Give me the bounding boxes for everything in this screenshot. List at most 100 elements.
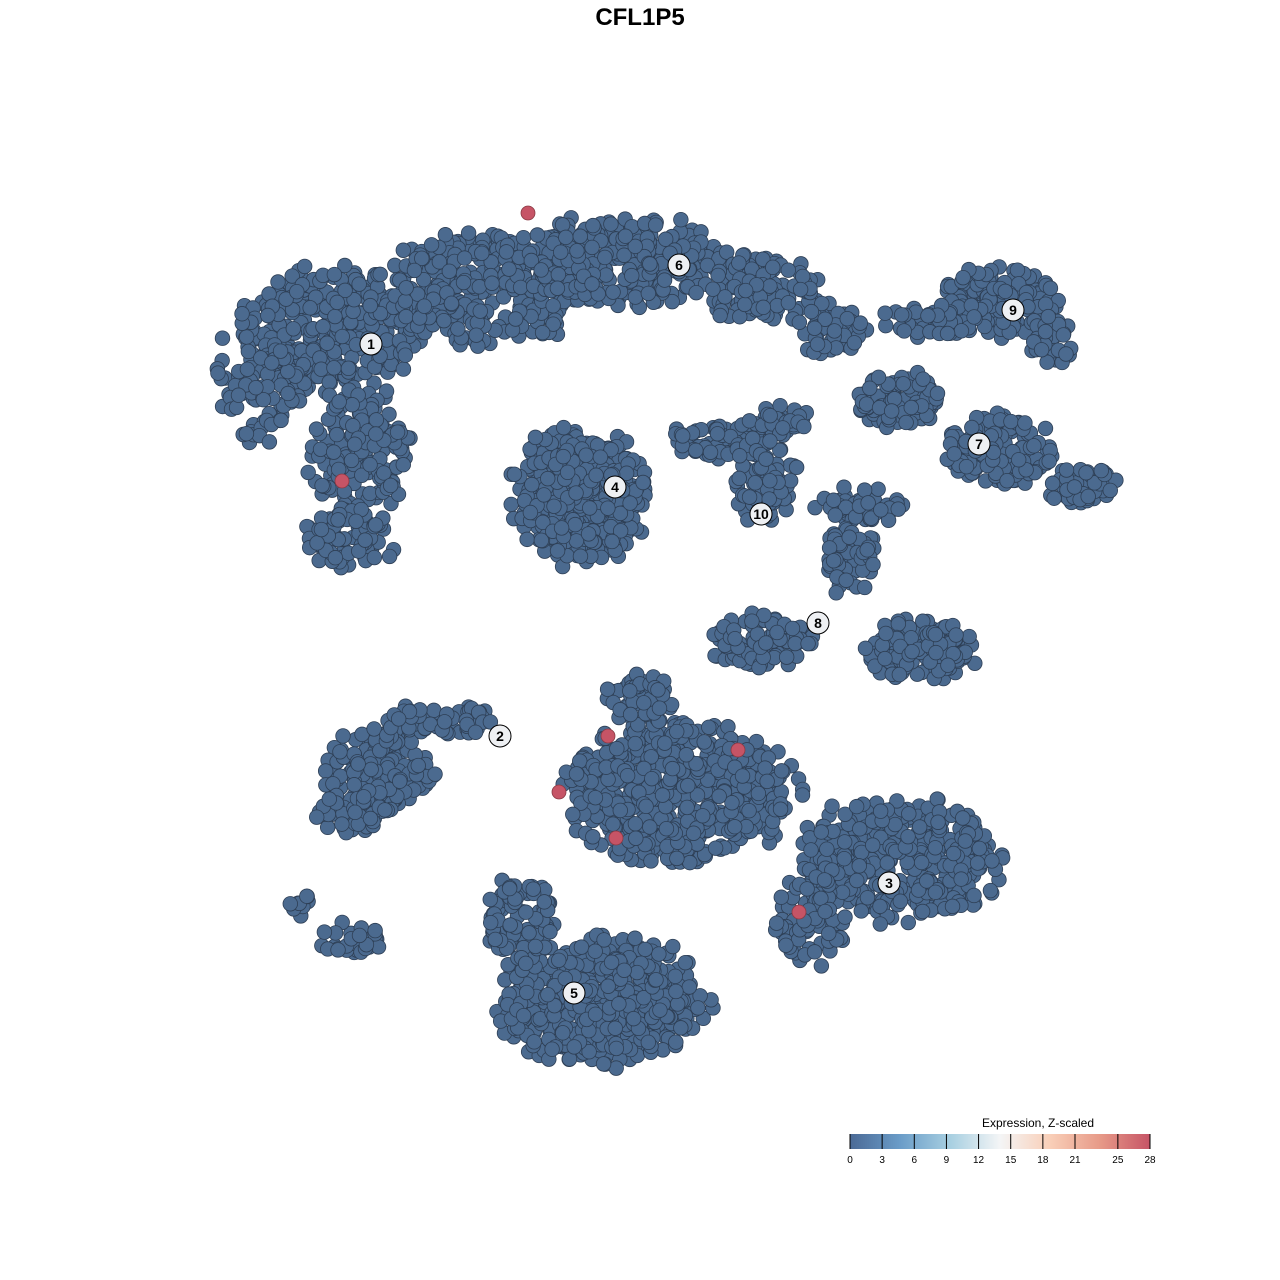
data-point	[920, 308, 936, 324]
data-point	[551, 952, 567, 968]
data-point	[302, 300, 318, 316]
data-point	[647, 217, 664, 233]
data-point	[997, 283, 1013, 300]
data-point	[758, 635, 774, 651]
data-point	[890, 616, 907, 632]
data-point	[619, 767, 636, 784]
data-point	[826, 323, 843, 339]
data-point	[731, 470, 747, 487]
data-point	[1058, 462, 1075, 478]
data-point	[546, 498, 562, 514]
data-point	[573, 939, 590, 955]
data-point	[915, 371, 931, 387]
data-point	[270, 274, 286, 290]
data-point	[948, 627, 964, 643]
data-point	[1037, 323, 1054, 340]
data-point	[238, 425, 255, 442]
data-point	[317, 763, 334, 779]
data-point	[688, 284, 704, 301]
data-point	[346, 777, 362, 793]
data-point	[427, 766, 443, 782]
data-point	[710, 267, 726, 284]
data-point	[627, 289, 644, 305]
data-point	[284, 268, 300, 284]
data-point	[814, 295, 830, 312]
data-point	[851, 858, 867, 874]
data-point	[390, 711, 407, 727]
data-point	[627, 930, 643, 946]
data-point	[1042, 280, 1059, 296]
data-point	[584, 276, 600, 292]
data-point	[964, 419, 980, 436]
data-point	[607, 1020, 623, 1036]
data-point	[327, 308, 343, 325]
data-point	[351, 276, 367, 292]
data-point	[255, 391, 272, 408]
data-point	[1037, 420, 1054, 437]
data-point	[681, 979, 698, 995]
data-point	[347, 804, 363, 821]
data-point	[605, 284, 621, 300]
data-point	[550, 266, 567, 283]
data-point	[587, 789, 604, 806]
data-point	[966, 309, 982, 325]
data-point	[368, 426, 384, 442]
data-point	[555, 448, 572, 465]
data-point	[382, 477, 399, 494]
data-point	[958, 458, 975, 475]
data-point	[309, 809, 325, 825]
data-point	[636, 695, 652, 711]
data-point	[629, 964, 645, 981]
data-point	[545, 316, 561, 332]
data-point	[280, 385, 296, 402]
data-point	[239, 361, 256, 377]
data-point	[627, 816, 644, 832]
data-point	[927, 884, 944, 901]
data-point	[540, 987, 556, 1003]
data-point	[572, 548, 589, 564]
data-point	[533, 262, 549, 278]
data-point	[625, 1010, 642, 1027]
data-point	[849, 872, 865, 889]
data-point	[525, 881, 541, 897]
data-point	[680, 777, 696, 794]
data-point	[362, 297, 378, 314]
data-point	[837, 909, 853, 925]
data-point	[437, 227, 454, 243]
data-point	[372, 266, 388, 283]
data-point	[1003, 413, 1019, 430]
data-point	[674, 428, 691, 444]
data-point	[669, 723, 685, 740]
data-point	[883, 403, 900, 419]
data-point	[654, 787, 671, 803]
data-point	[718, 244, 735, 260]
data-point	[678, 747, 695, 763]
data-point	[945, 845, 962, 862]
data-point	[534, 324, 551, 341]
data-point	[1026, 438, 1042, 454]
data-point	[549, 280, 566, 296]
data-point	[806, 944, 823, 960]
points-layer	[209, 210, 1124, 1076]
data-point	[572, 753, 588, 769]
data-point	[773, 763, 790, 779]
data-point	[690, 1000, 706, 1016]
data-point	[363, 761, 379, 778]
data-point	[381, 406, 397, 423]
data-point	[957, 833, 973, 849]
data-point	[903, 399, 919, 416]
data-point	[578, 447, 594, 463]
data-point	[234, 306, 250, 322]
data-point	[321, 791, 337, 807]
data-point	[260, 307, 276, 324]
data-point	[617, 228, 634, 244]
data-point	[859, 890, 876, 906]
data-point	[347, 436, 363, 452]
data-point	[803, 842, 819, 858]
data-point	[326, 266, 343, 283]
data-point	[788, 459, 805, 476]
data-point	[1102, 482, 1118, 499]
data-point	[482, 914, 499, 931]
data-point	[622, 495, 638, 511]
